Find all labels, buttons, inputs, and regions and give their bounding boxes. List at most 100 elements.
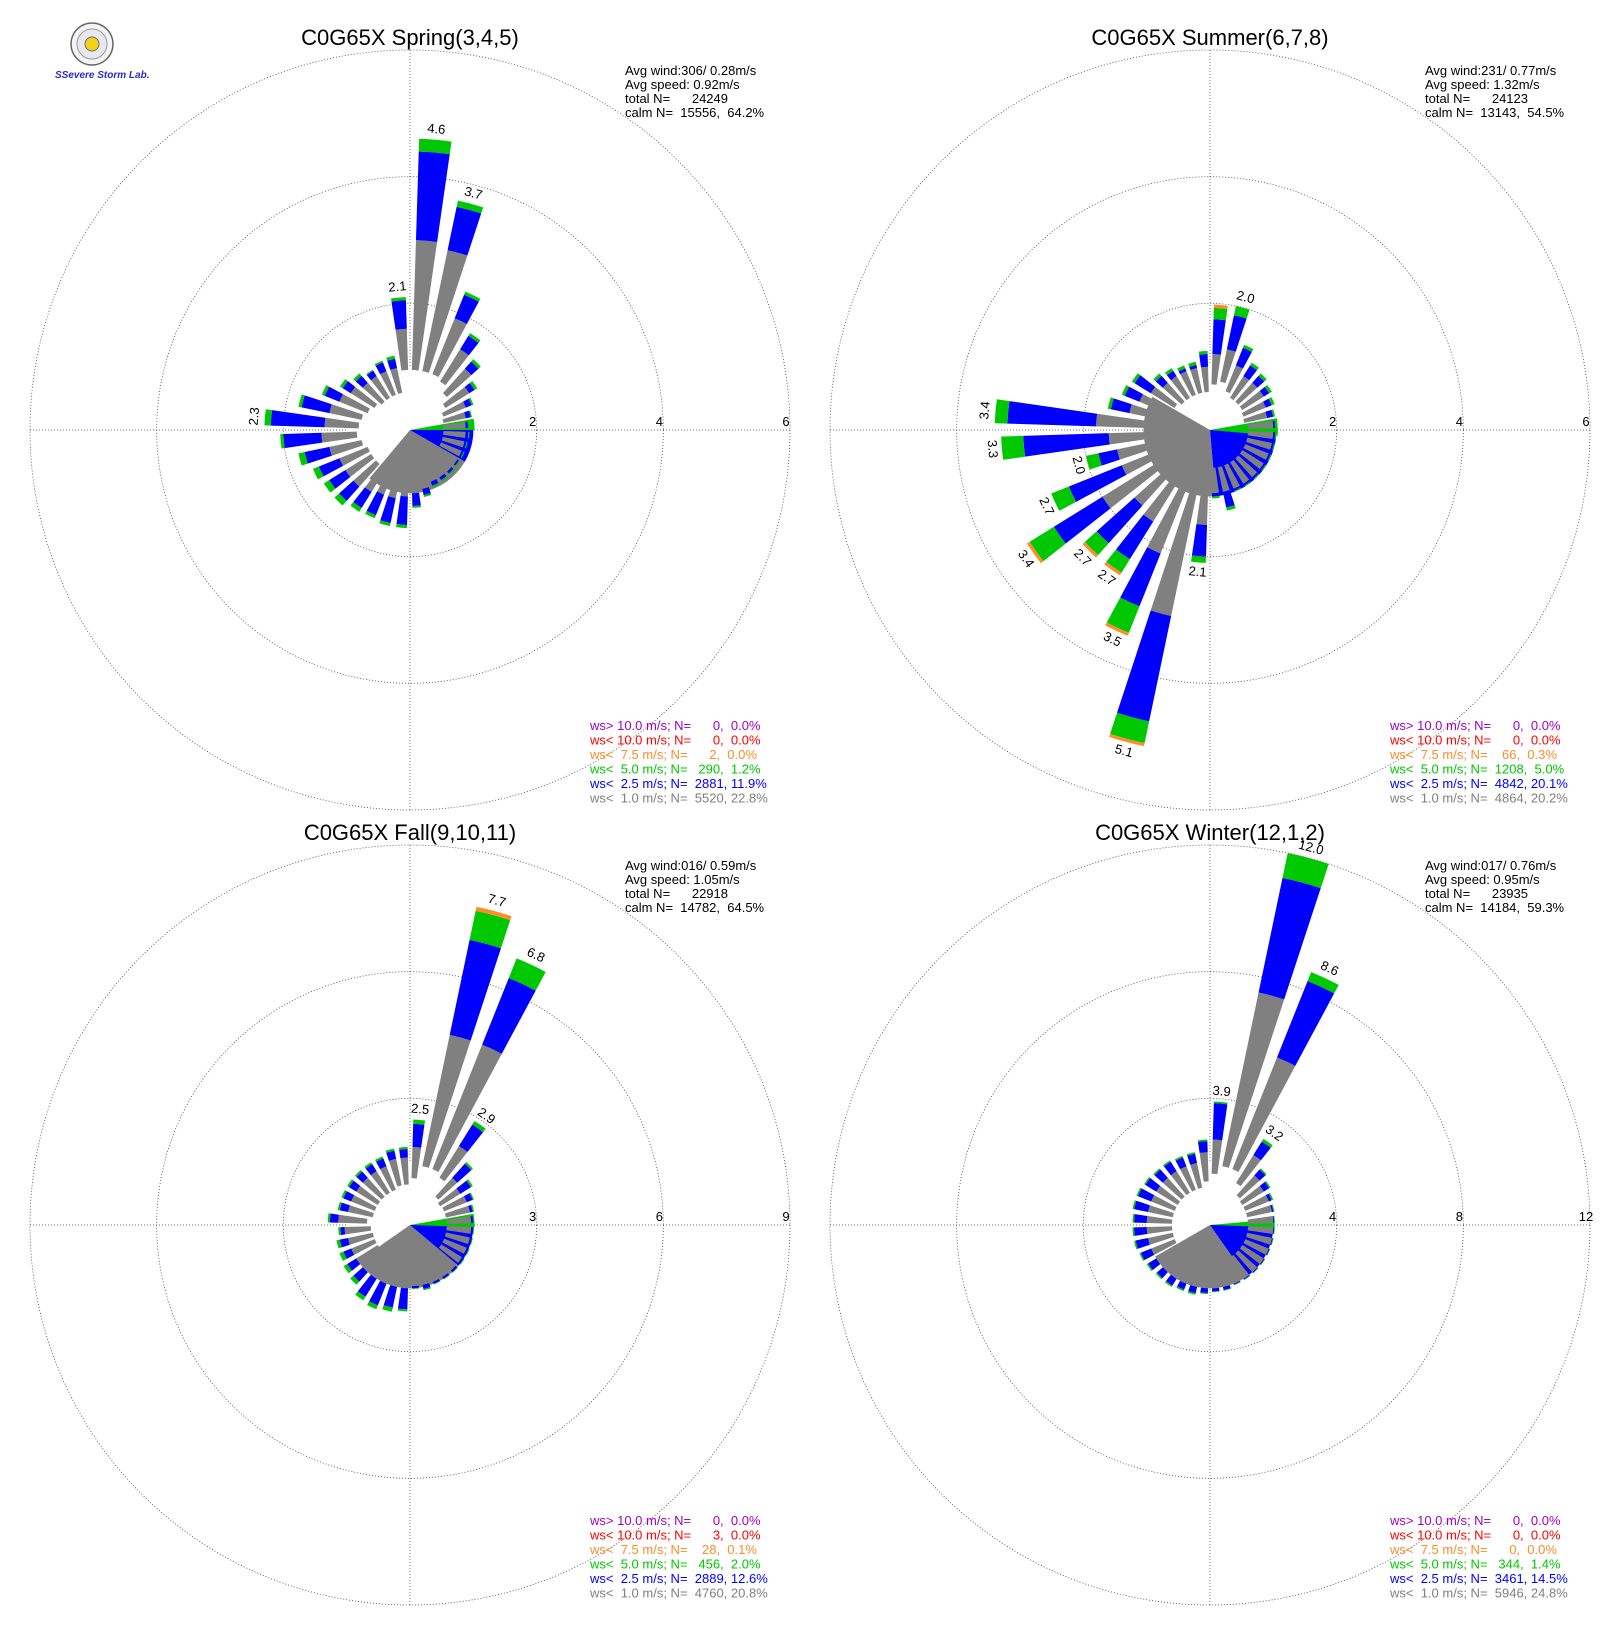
petal-green xyxy=(327,1213,331,1223)
petal-blue xyxy=(1222,1285,1231,1291)
petal-green xyxy=(1132,1227,1135,1237)
petal-grey xyxy=(1121,451,1160,475)
petal-green xyxy=(339,1251,347,1261)
petal-grey xyxy=(446,1226,472,1234)
petal-blue xyxy=(397,1287,409,1310)
petal-blue xyxy=(1053,496,1111,544)
petal-grey xyxy=(1150,487,1198,616)
petal-blue xyxy=(355,375,368,388)
petal-blue xyxy=(415,151,450,242)
petal-green xyxy=(1264,1180,1271,1189)
petal-grey xyxy=(441,436,465,448)
petal-green xyxy=(1132,1213,1135,1223)
petal-grey xyxy=(388,469,402,499)
petal-green xyxy=(340,379,348,389)
petal-grey xyxy=(1246,1232,1272,1245)
petal-grey xyxy=(1102,461,1163,509)
info-line: calm N= 14782, 64.5% xyxy=(625,900,765,915)
petal-green xyxy=(264,409,273,426)
petal-grey xyxy=(1235,455,1258,478)
petal-green xyxy=(441,476,448,482)
petal-grey xyxy=(1151,1195,1177,1211)
petal-grey xyxy=(1134,470,1170,506)
petal-grey xyxy=(1217,466,1230,492)
petal-blue xyxy=(454,294,479,324)
ring-label: 4 xyxy=(1456,414,1463,429)
petal-blue xyxy=(1163,1161,1177,1176)
petal-green xyxy=(1134,1240,1138,1250)
petal-green xyxy=(1271,443,1276,451)
ring-label: 2 xyxy=(1329,414,1336,429)
petal-grey xyxy=(1230,376,1250,401)
petal-blue xyxy=(1252,375,1265,388)
petal-green xyxy=(1153,373,1162,382)
petal-green xyxy=(411,1287,420,1290)
legend-entry: ws< 10.0 m/s; N= 0, 0.0% xyxy=(1389,1528,1561,1543)
petal-blue xyxy=(1277,980,1335,1066)
ring xyxy=(282,1097,538,1353)
petal-grey xyxy=(348,1232,374,1245)
petal-green xyxy=(1244,481,1252,487)
petal-grey xyxy=(1246,1205,1272,1218)
petal-green xyxy=(298,452,308,466)
petal-grey xyxy=(1239,1185,1264,1205)
petal-green xyxy=(413,1119,426,1125)
ring-label: 9 xyxy=(782,1209,789,1224)
petal-grey xyxy=(436,447,458,465)
petal-blue xyxy=(452,1163,472,1183)
petal-grey xyxy=(442,1238,467,1254)
petal-green xyxy=(1164,368,1174,376)
petal-green xyxy=(1274,432,1277,440)
petal-green xyxy=(1174,1155,1183,1161)
petal-blue xyxy=(365,1164,377,1176)
petal-blue xyxy=(459,450,464,458)
petal-blue xyxy=(339,1237,350,1248)
petal-grey xyxy=(324,417,360,429)
petal-green xyxy=(468,397,474,406)
petal-grey xyxy=(427,456,445,478)
petal-grey xyxy=(441,401,466,417)
petal-grey xyxy=(1146,1226,1173,1235)
petal-green xyxy=(472,1226,475,1235)
petal-green xyxy=(355,1291,366,1301)
petal-green xyxy=(460,451,465,458)
petal-grey xyxy=(370,1254,390,1279)
petal-grey xyxy=(442,412,466,424)
petal-grey xyxy=(1180,1166,1196,1192)
petal-grey xyxy=(339,394,370,414)
petal-grey xyxy=(1239,1245,1264,1265)
petal-grey xyxy=(1243,1239,1269,1255)
ring-label: 6 xyxy=(782,414,789,429)
petal-blue xyxy=(464,383,475,394)
petal-orange xyxy=(1109,733,1145,747)
petal-grey xyxy=(362,1177,385,1200)
petal-grey xyxy=(356,1185,381,1205)
info-line: Avg speed: 1.32m/s xyxy=(1425,77,1540,92)
petal-blue xyxy=(347,1258,361,1271)
petal-green xyxy=(350,1275,360,1285)
petal-grey xyxy=(1196,486,1209,525)
petal-blue xyxy=(383,1285,398,1308)
petal-grey xyxy=(329,404,364,420)
petal-blue xyxy=(1263,398,1272,408)
petal-grey xyxy=(362,382,385,405)
petal-green xyxy=(1200,1292,1208,1294)
petal-green xyxy=(471,359,481,369)
legend-entry: ws> 10.0 m/s; N= 0, 0.0% xyxy=(1389,718,1561,733)
petal-blue xyxy=(463,1193,473,1203)
petal-green xyxy=(1146,1263,1153,1272)
petal-grey xyxy=(432,452,452,472)
petal-blue xyxy=(468,1237,472,1245)
petal-blue xyxy=(1156,1267,1168,1279)
petal-blue xyxy=(1235,347,1252,369)
petal-blue xyxy=(1134,1214,1148,1224)
petal-green xyxy=(1271,409,1276,417)
info-line: total N= 22918 xyxy=(625,886,728,901)
petal-blue xyxy=(1243,365,1257,381)
petal-blue xyxy=(1212,1103,1228,1141)
petal-green xyxy=(354,1169,363,1178)
petal-green xyxy=(412,505,422,508)
info-line: total N= 24123 xyxy=(1425,91,1528,106)
petal-blue xyxy=(464,361,479,376)
